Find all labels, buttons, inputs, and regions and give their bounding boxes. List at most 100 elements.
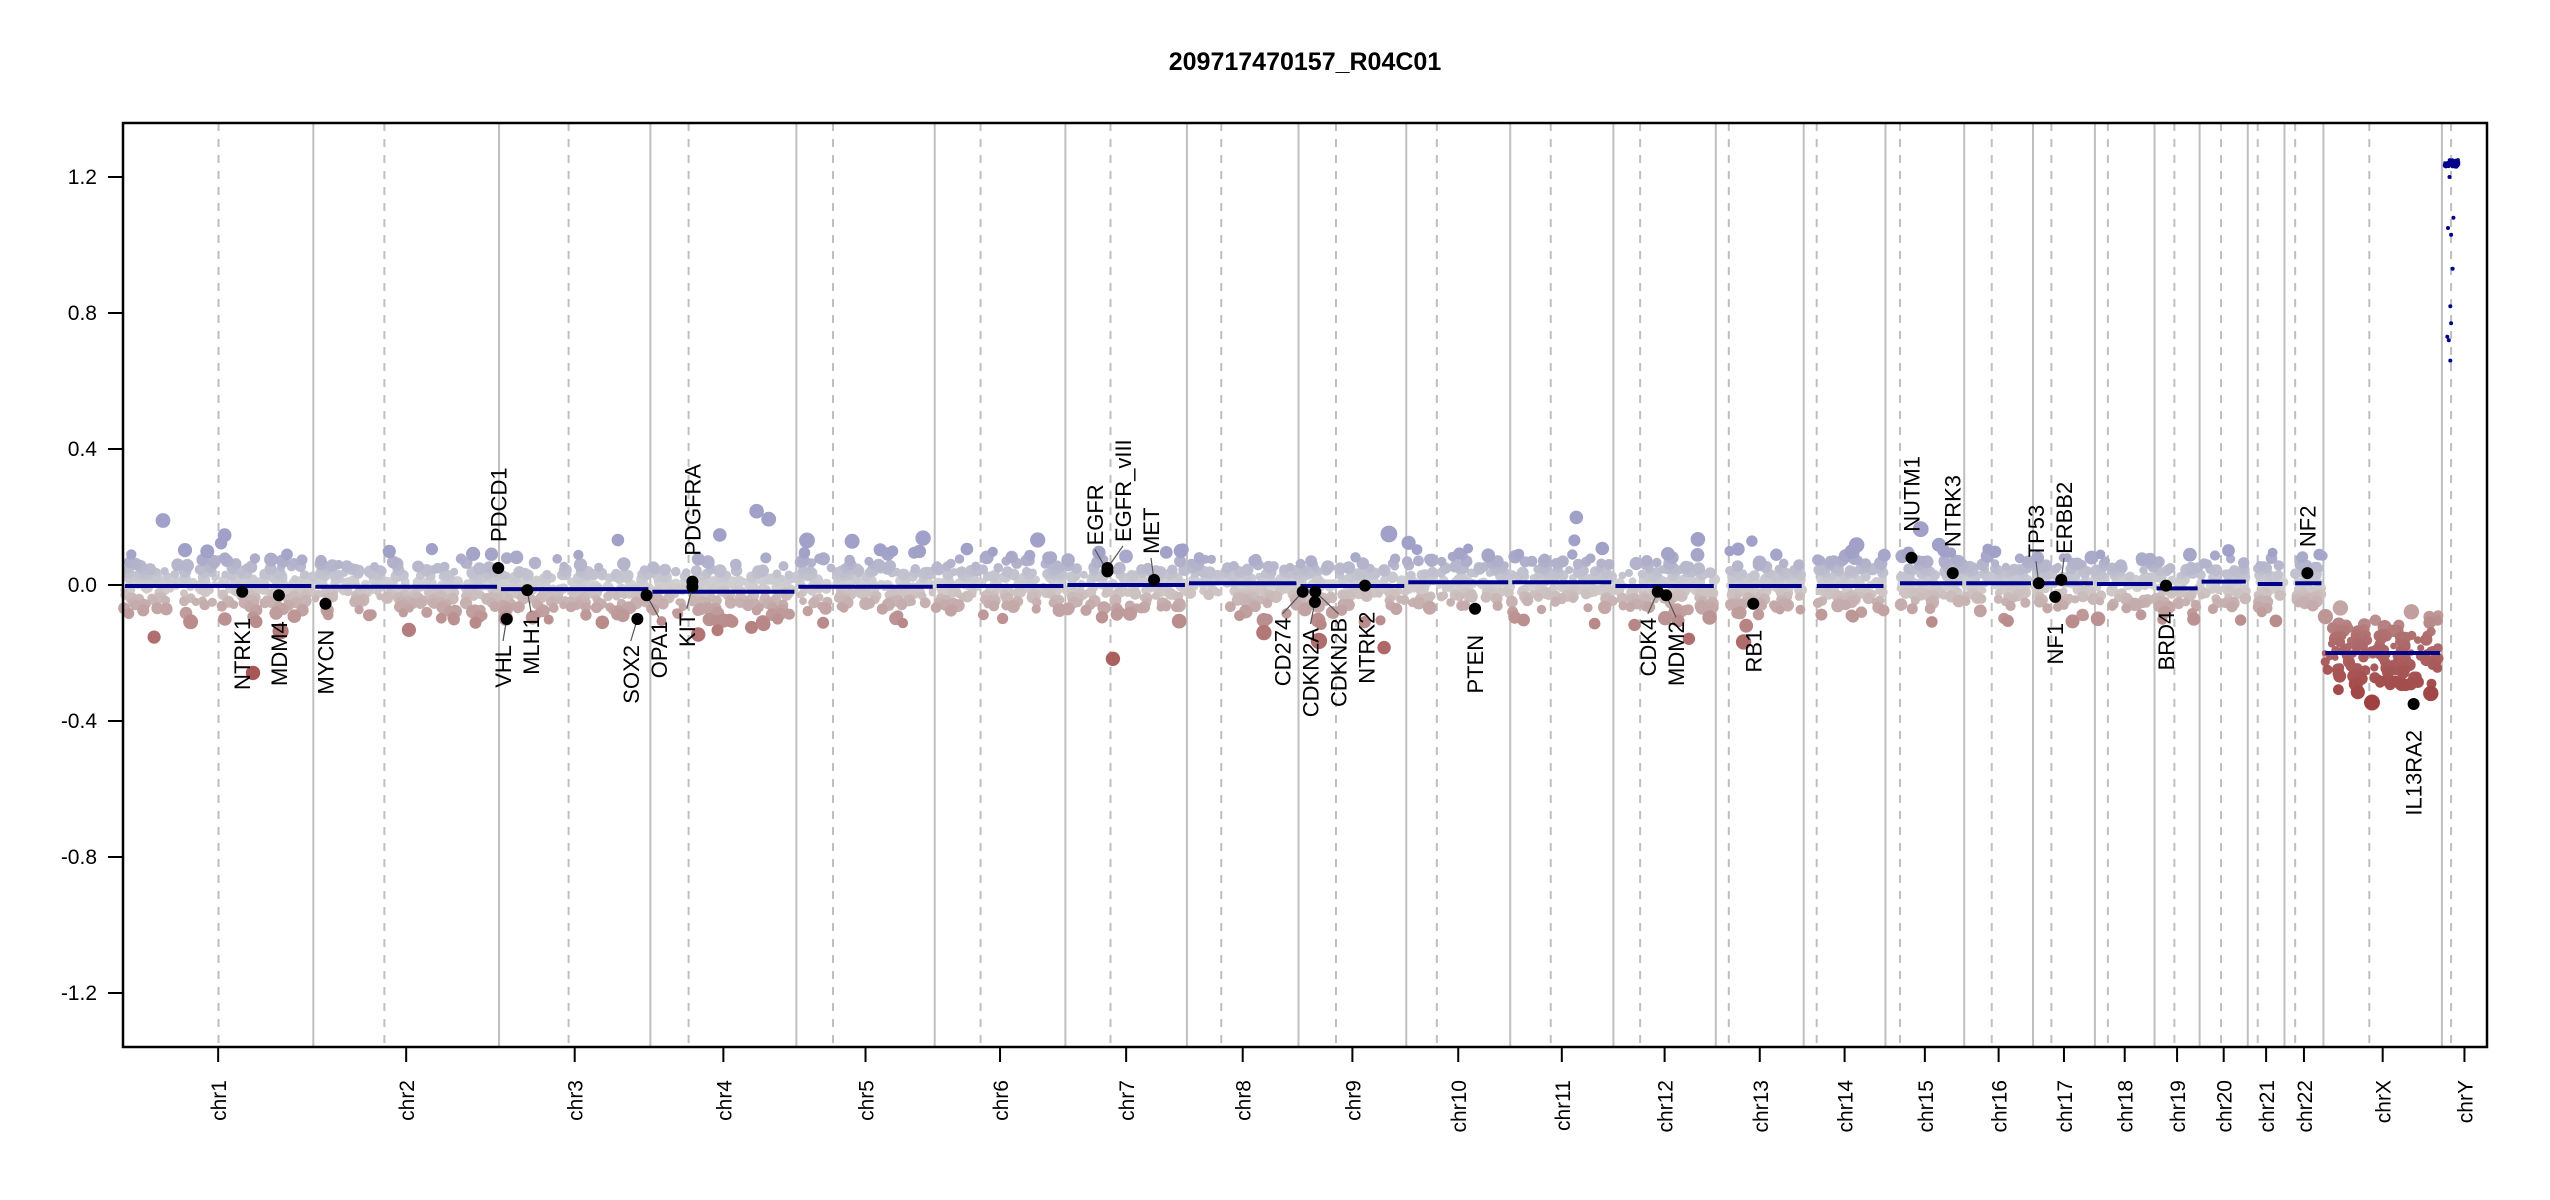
probe-point [2135,609,2147,621]
x-tick-label: chr11 [1552,1080,1575,1131]
probe-point [1176,543,1189,556]
gene-point [1905,551,1918,564]
probe-point [2449,321,2454,326]
probe-point [2207,603,2218,615]
probe-point [126,549,137,560]
probe-point [2432,663,2443,673]
probe-point [1624,568,1633,578]
probe-point [1690,532,1706,547]
probe-point [352,595,366,608]
probe-point [259,597,271,609]
probe-point [2107,562,2117,572]
probe-point [2090,611,2106,627]
probe-point [1310,632,1328,650]
probe-point [343,587,353,597]
probe-point [802,605,813,617]
probe-point [1415,585,1426,596]
probe-point [884,560,896,572]
probe-point [1375,590,1383,598]
probe-point [873,543,887,557]
probe-point [513,604,523,614]
probe-point [2451,215,2456,220]
probe-point [219,552,231,564]
probe-point [2333,684,2344,696]
probe-point [1249,601,1261,613]
probe-point [144,563,157,576]
gene-label: IL13RA2 [2402,730,2427,816]
probe-point [930,602,942,613]
probe-point [2390,642,2398,650]
probe-point [1912,521,1929,538]
y-tick-label: 0.8 [68,302,97,325]
probe-point [381,591,394,604]
probe-point [691,627,706,642]
probe-point [147,630,161,644]
probe-point [332,569,343,580]
gene-point [631,613,644,625]
probe-point [160,567,169,576]
probe-point [948,588,957,597]
probe-point [2364,694,2380,711]
probe-point [1092,545,1106,560]
gene-label: TP53 [2024,505,2049,558]
chromosome-grid [217,123,2453,1047]
gene-point [1469,602,1482,615]
probe-point [1315,618,1327,631]
probe-point [509,550,524,565]
probe-point [2174,599,2183,608]
probe-point [287,609,302,623]
probe-point [742,599,755,612]
probe-point [713,528,727,542]
probe-point [2100,556,2110,566]
gene-point [1358,579,1371,592]
probe-point [1910,596,1920,606]
probe-point [1993,594,2003,604]
probe-point [1812,598,1823,609]
probe-point [2084,550,2099,565]
probe-point [300,570,308,579]
probe-point [1526,555,1538,567]
x-tick-label: chr8 [1233,1080,1256,1121]
probe-point [559,561,569,572]
probe-point [218,612,232,626]
probe-point [691,552,705,566]
probe-point [1603,559,1615,570]
probe-point [543,614,554,625]
probe-point [590,602,603,614]
probe-point [1241,563,1254,576]
probe-point [1924,603,1936,615]
probe-point [269,606,283,620]
gene-label: PDCD1 [486,467,511,542]
gene-label: SOX2 [619,645,644,704]
probe-point [1598,600,1612,615]
probe-point [1138,575,1149,586]
probe-point [1848,537,1865,553]
probe-point [896,599,908,611]
probe-point [1022,566,1031,576]
probe-point [1342,561,1356,574]
probe-point [1556,555,1569,568]
probe-point [1739,569,1748,577]
probe-point [876,603,889,615]
gene-label: NTRK2 [1354,612,1379,684]
probe-point [1350,552,1361,563]
probe-point [1877,604,1890,617]
probe-point [2445,334,2450,339]
probe-point [1401,535,1416,550]
probe-point [1399,595,1410,605]
probe-point [170,569,180,579]
probe-point [1151,591,1161,601]
probe-point [1234,610,1245,622]
probe-point [733,575,745,588]
probe-point [207,555,221,569]
gene-point [1946,567,1959,580]
probe-point [315,554,327,567]
gene-point [521,584,534,597]
probe-point [1695,601,1709,615]
probe-point [1641,555,1653,567]
probe-point [1268,561,1279,572]
probe-point [1256,613,1271,628]
x-tick-label: chr17 [2054,1080,2077,1133]
probe-point [2001,562,2010,572]
